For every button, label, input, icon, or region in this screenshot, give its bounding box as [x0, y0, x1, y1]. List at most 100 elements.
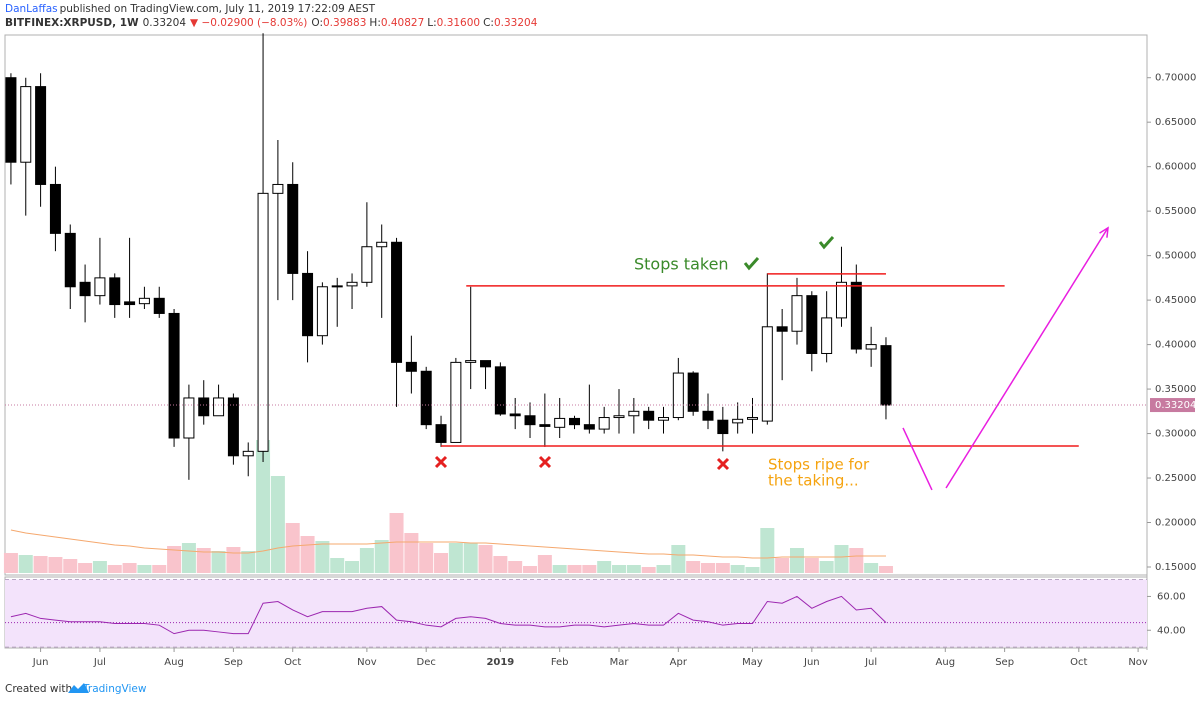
ohlc: O:0.39883 H:0.40827 L:0.31600 C:0.33204	[311, 17, 540, 29]
candle-body	[227, 397, 239, 457]
candle-body	[94, 277, 106, 297]
volume-bar	[285, 523, 300, 573]
x-tick-label: 2019	[486, 657, 514, 668]
volume-bar	[849, 548, 864, 573]
ohlc-label: H:	[369, 17, 381, 29]
candle-body	[494, 366, 506, 415]
ohlc-value: 0.40827	[380, 17, 425, 29]
candle-body	[316, 286, 328, 337]
rsi-band	[5, 579, 1147, 648]
volume-bar	[122, 563, 137, 573]
arrow-head	[1099, 226, 1109, 238]
x-icon	[538, 455, 552, 469]
author[interactable]: DanLaffas	[5, 3, 58, 15]
candle-body	[168, 312, 180, 439]
plot: 0.15000 0.20000 0.25000 0.30000 0.35000 0.400…	[3, 33, 1196, 668]
y-tick-label: 0.50000	[1155, 251, 1196, 262]
volume-bar	[715, 563, 730, 573]
volume-bar	[345, 561, 360, 573]
y-tick-label: 0.55000	[1155, 206, 1196, 217]
candle-body	[405, 361, 417, 372]
volume-bar	[389, 513, 404, 573]
volume-bar	[434, 553, 449, 573]
x-tick-label: Oct	[1070, 657, 1087, 668]
candle-body	[524, 415, 536, 426]
arrow	[945, 227, 1109, 489]
volume-bar	[582, 565, 597, 573]
y-tick-label: 0.40000	[1155, 340, 1196, 351]
volume-bar	[256, 440, 271, 573]
candle-body	[687, 372, 699, 412]
stops-ripe: the taking...	[768, 472, 859, 490]
y-tick-label: 0.60000	[1155, 162, 1196, 173]
candle-body	[49, 183, 61, 234]
volume-bar	[404, 533, 419, 573]
y-tick-label: 0.30000	[1155, 429, 1196, 440]
candle-body	[346, 281, 358, 287]
candle-body	[835, 281, 847, 319]
candle-body	[613, 415, 625, 419]
candle-body	[776, 326, 788, 332]
candle-body	[702, 410, 714, 421]
volume-bar	[300, 536, 315, 573]
published: published on TradingView.com, July 11, 2…	[59, 3, 376, 15]
candle-body	[109, 277, 121, 306]
candle-body	[746, 417, 758, 420]
volume-bar	[463, 543, 478, 573]
volume-bar	[152, 565, 167, 573]
y-tick-label: 0.70000	[1155, 73, 1196, 84]
ohlc-label: L:	[427, 17, 437, 29]
candle-body	[242, 450, 254, 457]
ohlc-value: 0.33204	[493, 17, 538, 29]
volume-bar	[107, 565, 122, 573]
check-icon	[743, 256, 760, 271]
footer-brand[interactable]: TradingView	[82, 683, 147, 695]
ohlc-label: O:	[311, 17, 323, 29]
x-tick-label: Aug	[164, 657, 184, 668]
candle-body	[450, 361, 462, 443]
check-icon	[818, 235, 835, 250]
candle-body	[287, 183, 299, 274]
candle-body	[213, 397, 225, 417]
volume-bar	[686, 561, 701, 573]
last-price-box	[1150, 398, 1195, 413]
volume-bar	[508, 561, 523, 573]
candle-body	[598, 417, 610, 430]
candle-body	[554, 417, 566, 428]
candle-body	[643, 410, 655, 421]
volume-bar	[804, 558, 819, 573]
candle-body	[569, 417, 581, 426]
volume-bar	[3, 553, 18, 573]
volume-bar	[63, 559, 78, 573]
ohlc-label: C:	[483, 17, 494, 29]
candle-body	[391, 241, 403, 363]
candle-body	[628, 410, 640, 417]
candle-body	[376, 241, 388, 248]
candle-body	[821, 317, 833, 354]
candle-body	[35, 86, 47, 185]
y-tick-label: 0.15000	[1155, 562, 1196, 573]
rsi-tick-label: 40.00	[1157, 625, 1186, 636]
volume-bar	[315, 541, 330, 573]
x-icon	[434, 455, 448, 469]
volume-bar	[92, 561, 107, 573]
y-tick-label: 0.25000	[1155, 473, 1196, 484]
volume-bar	[241, 551, 256, 573]
volume-bar	[552, 565, 567, 573]
x-tick-label: Jun	[803, 657, 820, 668]
candle-body	[672, 372, 684, 419]
volume-bar	[523, 566, 538, 573]
volume-bar	[700, 563, 715, 573]
candle-body	[64, 232, 76, 288]
candle-body	[539, 424, 551, 427]
x-icon	[716, 457, 730, 471]
volume-bar	[567, 565, 582, 573]
candle-body	[806, 295, 818, 354]
volume-ma	[10, 529, 886, 559]
candle-body	[465, 360, 477, 363]
x-tick-label: Feb	[551, 657, 569, 668]
volume-bar	[864, 563, 879, 573]
y-tick-label: 0.65000	[1155, 117, 1196, 128]
volume-bar	[612, 565, 627, 573]
